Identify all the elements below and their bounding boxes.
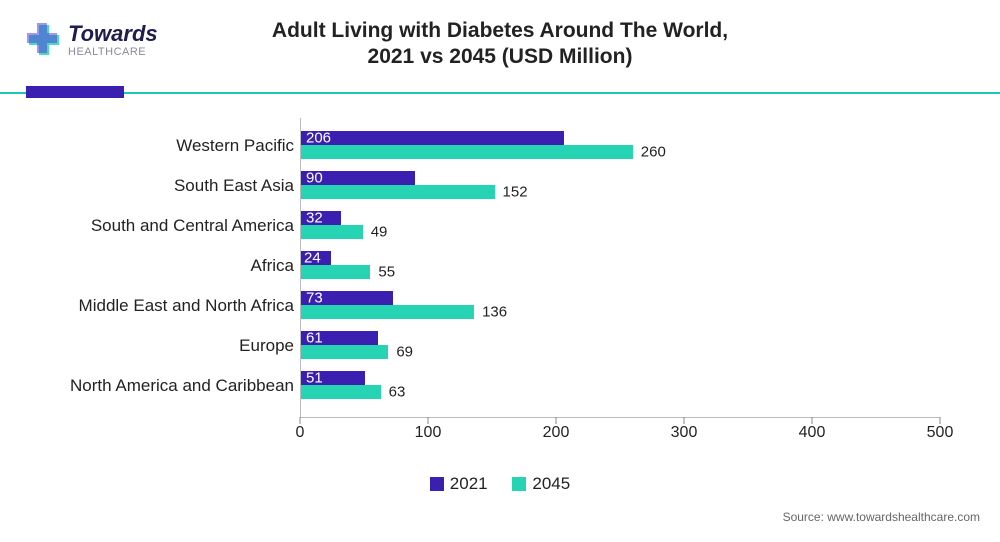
category-label: Western Pacific: [60, 136, 294, 156]
bar-2021: 90: [300, 171, 415, 185]
legend-label-2021: 2021: [450, 474, 488, 494]
x-tick-label: 400: [799, 424, 826, 442]
legend-swatch-2045: [512, 477, 526, 491]
x-tick-mark: [812, 417, 813, 424]
x-tick-mark: [300, 417, 301, 424]
bar-value-label: 90: [306, 170, 323, 187]
bar-value-label: 69: [396, 344, 413, 361]
x-tick-mark: [556, 417, 557, 424]
x-tick-mark: [940, 417, 941, 424]
bar-2021: 24: [300, 251, 331, 265]
bar-value-label: 49: [371, 224, 388, 241]
bar-row: 206 260: [300, 131, 940, 161]
bar-2045: [300, 185, 495, 199]
header-rule: [0, 92, 1000, 94]
bar-2045: [300, 305, 474, 319]
bar-2021: 73: [300, 291, 393, 305]
bar-value-label: 61: [306, 330, 323, 347]
bar-row: 51 63: [300, 371, 940, 401]
x-tick-mark: [684, 417, 685, 424]
chart-title-line1: Adult Living with Diabetes Around The Wo…: [272, 19, 728, 42]
category-label: Middle East and North Africa: [60, 296, 294, 316]
bar-row: 90 152: [300, 171, 940, 201]
legend: 2021 2045: [0, 474, 1000, 496]
x-tick-label: 200: [543, 424, 570, 442]
legend-item-2045: 2045: [512, 474, 570, 494]
bar-value-label: 73: [306, 290, 323, 307]
x-axis-line: [300, 417, 940, 418]
bar-value-label: 32: [306, 210, 323, 227]
bar-2045: [300, 385, 381, 399]
chart-area: Western Pacific South East Asia South and …: [60, 118, 940, 458]
header-rule-stub: [26, 86, 124, 98]
bar-2021: 61: [300, 331, 378, 345]
category-label: South and Central America: [60, 216, 294, 236]
bar-2045: [300, 145, 633, 159]
bar-2045: [300, 225, 363, 239]
bar-value-label: 24: [304, 250, 321, 267]
bar-2021: 206: [300, 131, 564, 145]
category-label: North America and Caribbean: [60, 376, 294, 396]
category-label: Europe: [60, 336, 294, 356]
bar-2021: 32: [300, 211, 341, 225]
plot: 206 260 90 152 32 49 24 55 73 136 61 69 51 63: [300, 118, 940, 418]
bar-value-label: 152: [503, 184, 528, 201]
x-tick-label: 300: [671, 424, 698, 442]
y-axis-line: [300, 118, 301, 418]
bar-value-label: 55: [378, 264, 395, 281]
category-label: South East Asia: [60, 176, 294, 196]
legend-item-2021: 2021: [430, 474, 488, 494]
chart-title: Adult Living with Diabetes Around The Wo…: [0, 18, 1000, 71]
bar-value-label: 63: [389, 384, 406, 401]
chart-title-line2: 2021 vs 2045 (USD Million): [368, 45, 633, 68]
bar-row: 24 55: [300, 251, 940, 281]
bar-2045: [300, 345, 388, 359]
bar-row: 61 69: [300, 331, 940, 361]
bar-value-label: 51: [306, 370, 323, 387]
bar-value-label: 136: [482, 304, 507, 321]
x-tick-mark: [428, 417, 429, 424]
y-axis-labels: Western Pacific South East Asia South and …: [60, 118, 294, 418]
header: Towards HEALTHCARE Adult Living with Dia…: [0, 0, 1000, 96]
bar-value-label: 206: [306, 130, 331, 147]
bar-2045: [300, 265, 370, 279]
legend-label-2045: 2045: [532, 474, 570, 494]
source-text: Source: www.towardshealthcare.com: [783, 510, 980, 524]
bar-2021: 51: [300, 371, 365, 385]
x-tick-label: 100: [415, 424, 442, 442]
legend-swatch-2021: [430, 477, 444, 491]
bar-row: 32 49: [300, 211, 940, 241]
x-tick-label: 0: [296, 424, 305, 442]
category-label: Africa: [60, 256, 294, 276]
bar-value-label: 260: [641, 144, 666, 161]
bar-row: 73 136: [300, 291, 940, 321]
x-tick-label: 500: [927, 424, 954, 442]
